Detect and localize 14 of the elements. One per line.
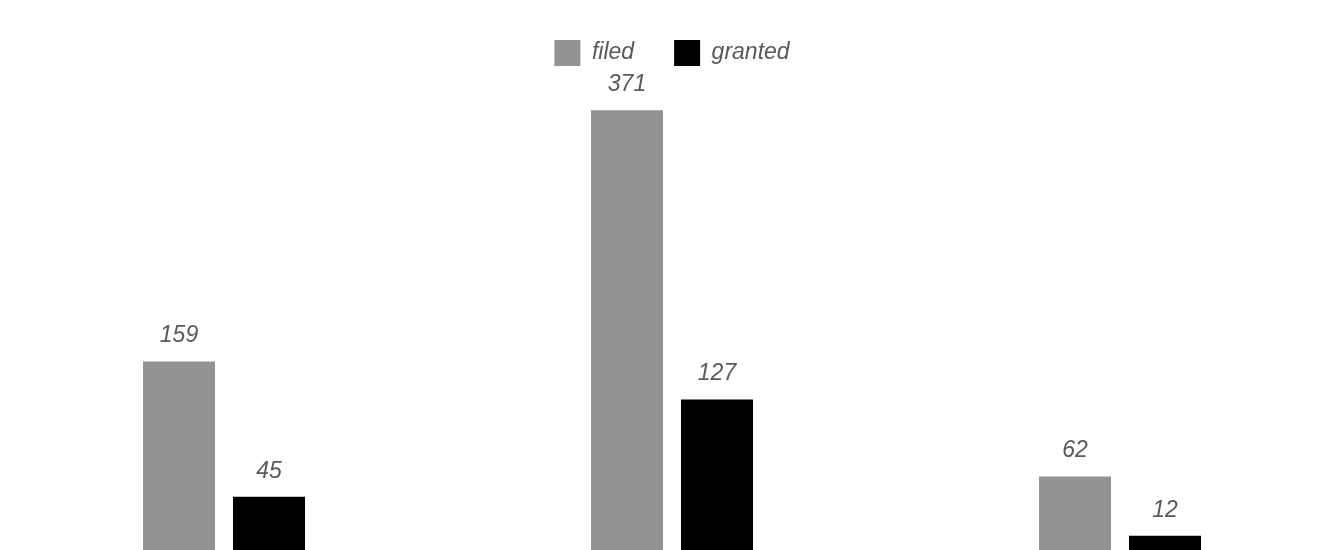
bar <box>681 399 753 550</box>
data-label: 45 <box>256 456 282 483</box>
bar <box>143 361 215 550</box>
bar <box>1129 535 1201 550</box>
bar <box>1039 476 1111 550</box>
legend-label: granted <box>711 38 791 65</box>
bar <box>233 496 305 550</box>
bar <box>591 110 663 550</box>
data-label: 62 <box>1062 436 1088 463</box>
data-label: 371 <box>607 70 647 97</box>
data-label: 159 <box>159 321 199 348</box>
data-label: 12 <box>1152 495 1178 522</box>
data-label: 127 <box>697 359 738 386</box>
legend-label: filed <box>591 38 636 65</box>
